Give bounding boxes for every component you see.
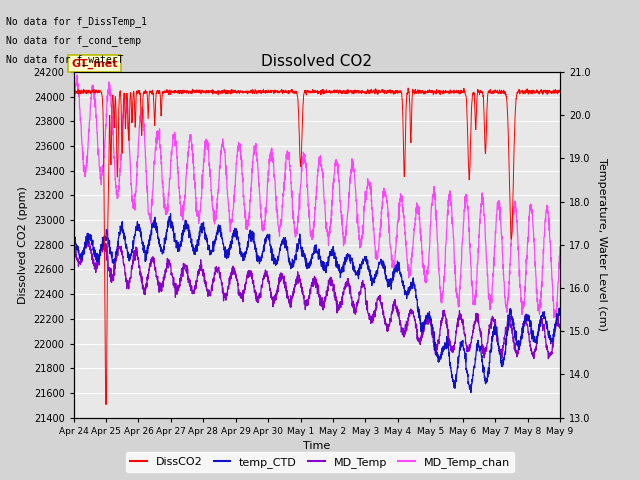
Title: Dissolved CO2: Dissolved CO2 [261, 54, 372, 70]
Text: No data for f_waterT: No data for f_waterT [6, 54, 124, 65]
Text: No data for f_cond_temp: No data for f_cond_temp [6, 35, 141, 46]
Y-axis label: Temperature, Water Level (cm): Temperature, Water Level (cm) [597, 158, 607, 331]
Text: GT_met: GT_met [71, 58, 118, 69]
Text: No data for f_DissTemp_1: No data for f_DissTemp_1 [6, 16, 147, 27]
Legend: DissCO2, temp_CTD, MD_Temp, MD_Temp_chan: DissCO2, temp_CTD, MD_Temp, MD_Temp_chan [125, 452, 515, 472]
Y-axis label: Dissolved CO2 (ppm): Dissolved CO2 (ppm) [18, 186, 28, 304]
X-axis label: Time: Time [303, 441, 330, 451]
